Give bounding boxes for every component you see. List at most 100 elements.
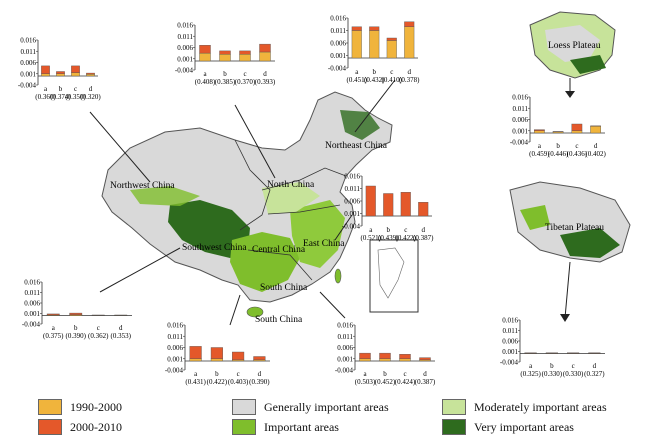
arrow-head-loess bbox=[565, 91, 575, 98]
bar-2000 bbox=[199, 45, 211, 54]
category-value-label: (0.422) bbox=[396, 234, 417, 242]
arrow-head-tibet bbox=[560, 314, 570, 322]
bar-1990 bbox=[590, 126, 601, 134]
category-label: a bbox=[44, 85, 48, 93]
category-value-label: (0.327) bbox=[584, 370, 605, 378]
tick-label: 0.011 bbox=[178, 33, 194, 41]
legend-label-very: Very important areas bbox=[474, 419, 574, 434]
tick-label: 0.006 bbox=[502, 338, 518, 346]
tick-label: -0.004 bbox=[175, 67, 194, 75]
category-label: b bbox=[387, 226, 391, 234]
bar-1990 bbox=[199, 52, 211, 62]
bar-2000 bbox=[419, 357, 431, 361]
category-value-label: (0.320) bbox=[80, 93, 101, 101]
tick-label: 0.016 bbox=[337, 322, 353, 330]
bar-2000 bbox=[46, 313, 60, 316]
region-label-south-2: South China bbox=[255, 315, 303, 325]
bar-chart: 0.016 0.011 0.006 0.001 -0.004 a(0.521) b(0.43… bbox=[342, 173, 434, 243]
category-label: c bbox=[243, 70, 246, 78]
tick-label: 0.001 bbox=[330, 52, 346, 60]
bar-1990 bbox=[210, 358, 223, 362]
bar-2000 bbox=[219, 50, 231, 55]
category-value-label: (0.446) bbox=[548, 150, 569, 158]
bar-chart: 0.016 0.011 0.006 0.001 -0.004 a(0.451) b(0.43… bbox=[328, 15, 420, 85]
tick-label: 0.011 bbox=[168, 333, 184, 341]
category-label: a bbox=[369, 226, 373, 234]
category-value-label: (0.390) bbox=[249, 378, 270, 386]
tick-label: 0.006 bbox=[177, 44, 193, 52]
bar-2000 bbox=[400, 192, 411, 217]
important-area bbox=[230, 232, 300, 292]
legend-item-moderate: Moderately important areas bbox=[442, 399, 607, 415]
tick-label: -0.004 bbox=[500, 359, 519, 367]
bar-2000 bbox=[189, 346, 202, 359]
pointer-lines bbox=[89, 78, 571, 326]
category-value-label: (0.362) bbox=[88, 332, 109, 340]
category-label: c bbox=[403, 370, 406, 378]
category-value-label: (0.393) bbox=[255, 78, 276, 86]
northwest-mountain bbox=[130, 186, 200, 206]
tick-label: -0.004 bbox=[18, 82, 37, 90]
category-label: b bbox=[59, 85, 63, 93]
category-value-label: (0.451) bbox=[347, 76, 368, 84]
bar-2000 bbox=[232, 351, 245, 361]
tick-label: -0.004 bbox=[22, 321, 41, 329]
category-label: a bbox=[355, 68, 359, 76]
category-value-label: (0.330) bbox=[563, 370, 584, 378]
category-value-label: (0.390) bbox=[66, 332, 87, 340]
region-label-northeast: Northeast China bbox=[325, 141, 388, 151]
tick-label: 0.001 bbox=[20, 70, 36, 78]
region-label-loess: Loess Plateau bbox=[548, 41, 601, 51]
tick-label: 0.006 bbox=[20, 59, 36, 67]
category-label: d bbox=[408, 68, 412, 76]
tick-label: 0.016 bbox=[512, 94, 528, 102]
category-value-label: (0.408) bbox=[195, 78, 216, 86]
legend-swatch-important bbox=[232, 419, 256, 435]
category-value-label: (0.385) bbox=[215, 78, 236, 86]
legend-item-general: Generally important areas bbox=[232, 399, 389, 415]
category-label: b bbox=[215, 370, 219, 378]
category-value-label: (0.439) bbox=[378, 234, 399, 242]
legend-item-1990: 1990-2000 bbox=[38, 399, 122, 415]
bar-1990 bbox=[379, 358, 391, 362]
legend-label-1990: 1990-2000 bbox=[70, 399, 122, 414]
legend-swatch-very bbox=[442, 419, 466, 435]
category-value-label: (0.330) bbox=[542, 370, 563, 378]
bar-2000 bbox=[369, 26, 380, 31]
category-label: d bbox=[119, 324, 123, 332]
bar-2000 bbox=[359, 352, 371, 359]
tick-label: 0.001 bbox=[512, 127, 528, 135]
bar-2000 bbox=[365, 185, 376, 217]
tick-label: -0.004 bbox=[328, 65, 347, 73]
category-label: c bbox=[404, 226, 407, 234]
tibetan-plateau-map bbox=[509, 181, 631, 263]
tick-label: 0.001 bbox=[344, 210, 360, 218]
category-value-label: (0.353) bbox=[111, 332, 132, 340]
bar-1990 bbox=[41, 73, 50, 77]
tick-label: 0.001 bbox=[24, 310, 40, 318]
category-label: a bbox=[52, 324, 56, 332]
bar-1990 bbox=[239, 54, 251, 62]
category-label: c bbox=[575, 142, 578, 150]
bar-1990 bbox=[404, 26, 415, 59]
tick-label: 0.001 bbox=[177, 55, 193, 63]
category-label: d bbox=[423, 370, 427, 378]
region-label-east: East China bbox=[303, 239, 345, 249]
region-label-tibetan: Tibetan Plateau bbox=[545, 223, 604, 233]
category-label: c bbox=[237, 370, 240, 378]
bar-2000 bbox=[210, 347, 223, 359]
category-value-label: (0.378) bbox=[399, 76, 420, 84]
tick-label: 0.006 bbox=[24, 300, 40, 308]
tick-label: 0.011 bbox=[513, 105, 529, 113]
category-value-label: (0.436) bbox=[567, 150, 588, 158]
category-label: b bbox=[373, 68, 377, 76]
tick-label: 0.016 bbox=[20, 37, 36, 45]
category-label: d bbox=[263, 70, 267, 78]
category-label: a bbox=[194, 370, 198, 378]
region-label-northwest: Northwest China bbox=[110, 181, 175, 191]
legend-swatch-2000 bbox=[38, 419, 62, 435]
very-important-area bbox=[168, 200, 250, 258]
category-value-label: (0.432) bbox=[364, 76, 385, 84]
